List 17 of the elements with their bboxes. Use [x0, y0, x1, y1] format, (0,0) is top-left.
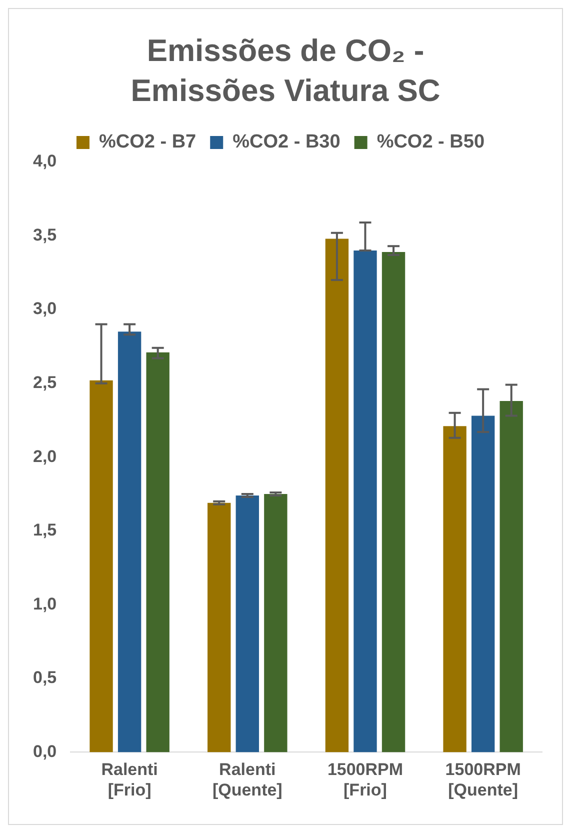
- x-tick-label: Ralenti [Frio]: [101, 760, 158, 800]
- y-tick-label: 4,0: [32, 152, 57, 171]
- x-tick-label: 1500RPM [Quente]: [445, 760, 521, 800]
- y-tick-label: 2,5: [32, 373, 57, 392]
- y-tick-label: 1,0: [32, 594, 57, 614]
- y-tick-label: 3,0: [32, 299, 57, 318]
- y-tick-label: 3,5: [32, 225, 57, 244]
- y-tick-label: 0,5: [32, 668, 57, 688]
- legend-label: %CO2 - B7: [98, 132, 196, 153]
- x-tick-label: Ralenti [Quente]: [212, 760, 282, 800]
- legend-label: %CO2 - B30: [232, 132, 340, 153]
- y-tick-label: 1,5: [32, 520, 57, 540]
- y-tick-label: 2,0: [32, 446, 57, 466]
- chart-title: Emissões de CO₂ - Emissões Viatura SC: [130, 32, 442, 110]
- x-tick-label: 1500RPM [Frio]: [327, 760, 404, 800]
- legend-label: %CO2 - B50: [376, 132, 485, 153]
- y-tick-label: 0,0: [32, 742, 57, 761]
